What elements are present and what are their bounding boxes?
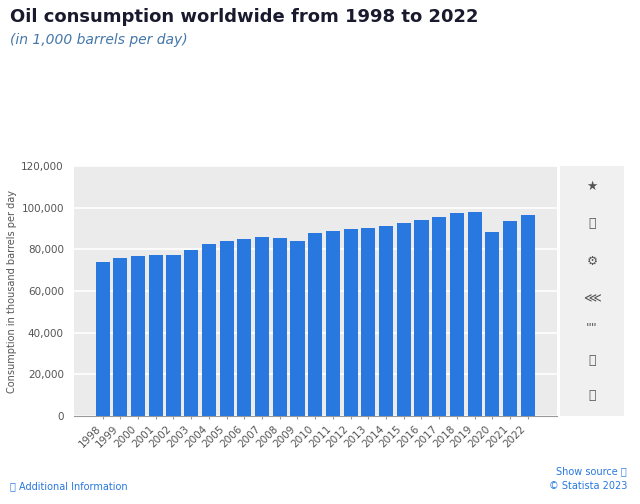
Bar	[485, 232, 499, 416]
Bar	[131, 256, 145, 416]
Bar	[202, 244, 216, 416]
Text: 🖨: 🖨	[588, 390, 596, 402]
Bar	[326, 231, 340, 416]
Text: © Statista 2023: © Statista 2023	[549, 481, 627, 491]
Bar	[503, 221, 517, 416]
Text: (in 1,000 barrels per day): (in 1,000 barrels per day)	[10, 33, 188, 47]
Text: ★: ★	[586, 180, 598, 193]
Bar	[273, 238, 287, 416]
Text: ⋘: ⋘	[583, 292, 601, 305]
Bar	[148, 255, 163, 416]
Bar	[344, 229, 358, 416]
Text: "": ""	[586, 322, 598, 335]
Bar	[95, 262, 109, 416]
Bar	[113, 258, 127, 416]
Bar	[184, 250, 198, 416]
Text: 🏳: 🏳	[588, 354, 596, 367]
Bar	[432, 217, 446, 416]
Bar	[468, 212, 482, 416]
Bar	[255, 237, 269, 416]
Bar	[166, 255, 180, 416]
Bar	[414, 220, 429, 416]
Text: ⚙: ⚙	[586, 255, 598, 268]
Text: 🔔: 🔔	[588, 217, 596, 230]
Bar	[308, 233, 323, 416]
Text: ⓘ Additional Information: ⓘ Additional Information	[10, 481, 127, 491]
Bar	[521, 215, 535, 416]
Bar	[450, 213, 464, 416]
Bar	[379, 226, 393, 416]
Bar	[220, 241, 234, 416]
Text: Show source ⓘ: Show source ⓘ	[556, 466, 627, 476]
Bar	[361, 228, 376, 416]
Bar	[291, 241, 305, 416]
Bar	[237, 239, 252, 416]
Bar	[397, 223, 411, 416]
Y-axis label: Consumption in thousand barrels per day: Consumption in thousand barrels per day	[7, 190, 17, 393]
Text: Oil consumption worldwide from 1998 to 2022: Oil consumption worldwide from 1998 to 2…	[10, 8, 478, 26]
